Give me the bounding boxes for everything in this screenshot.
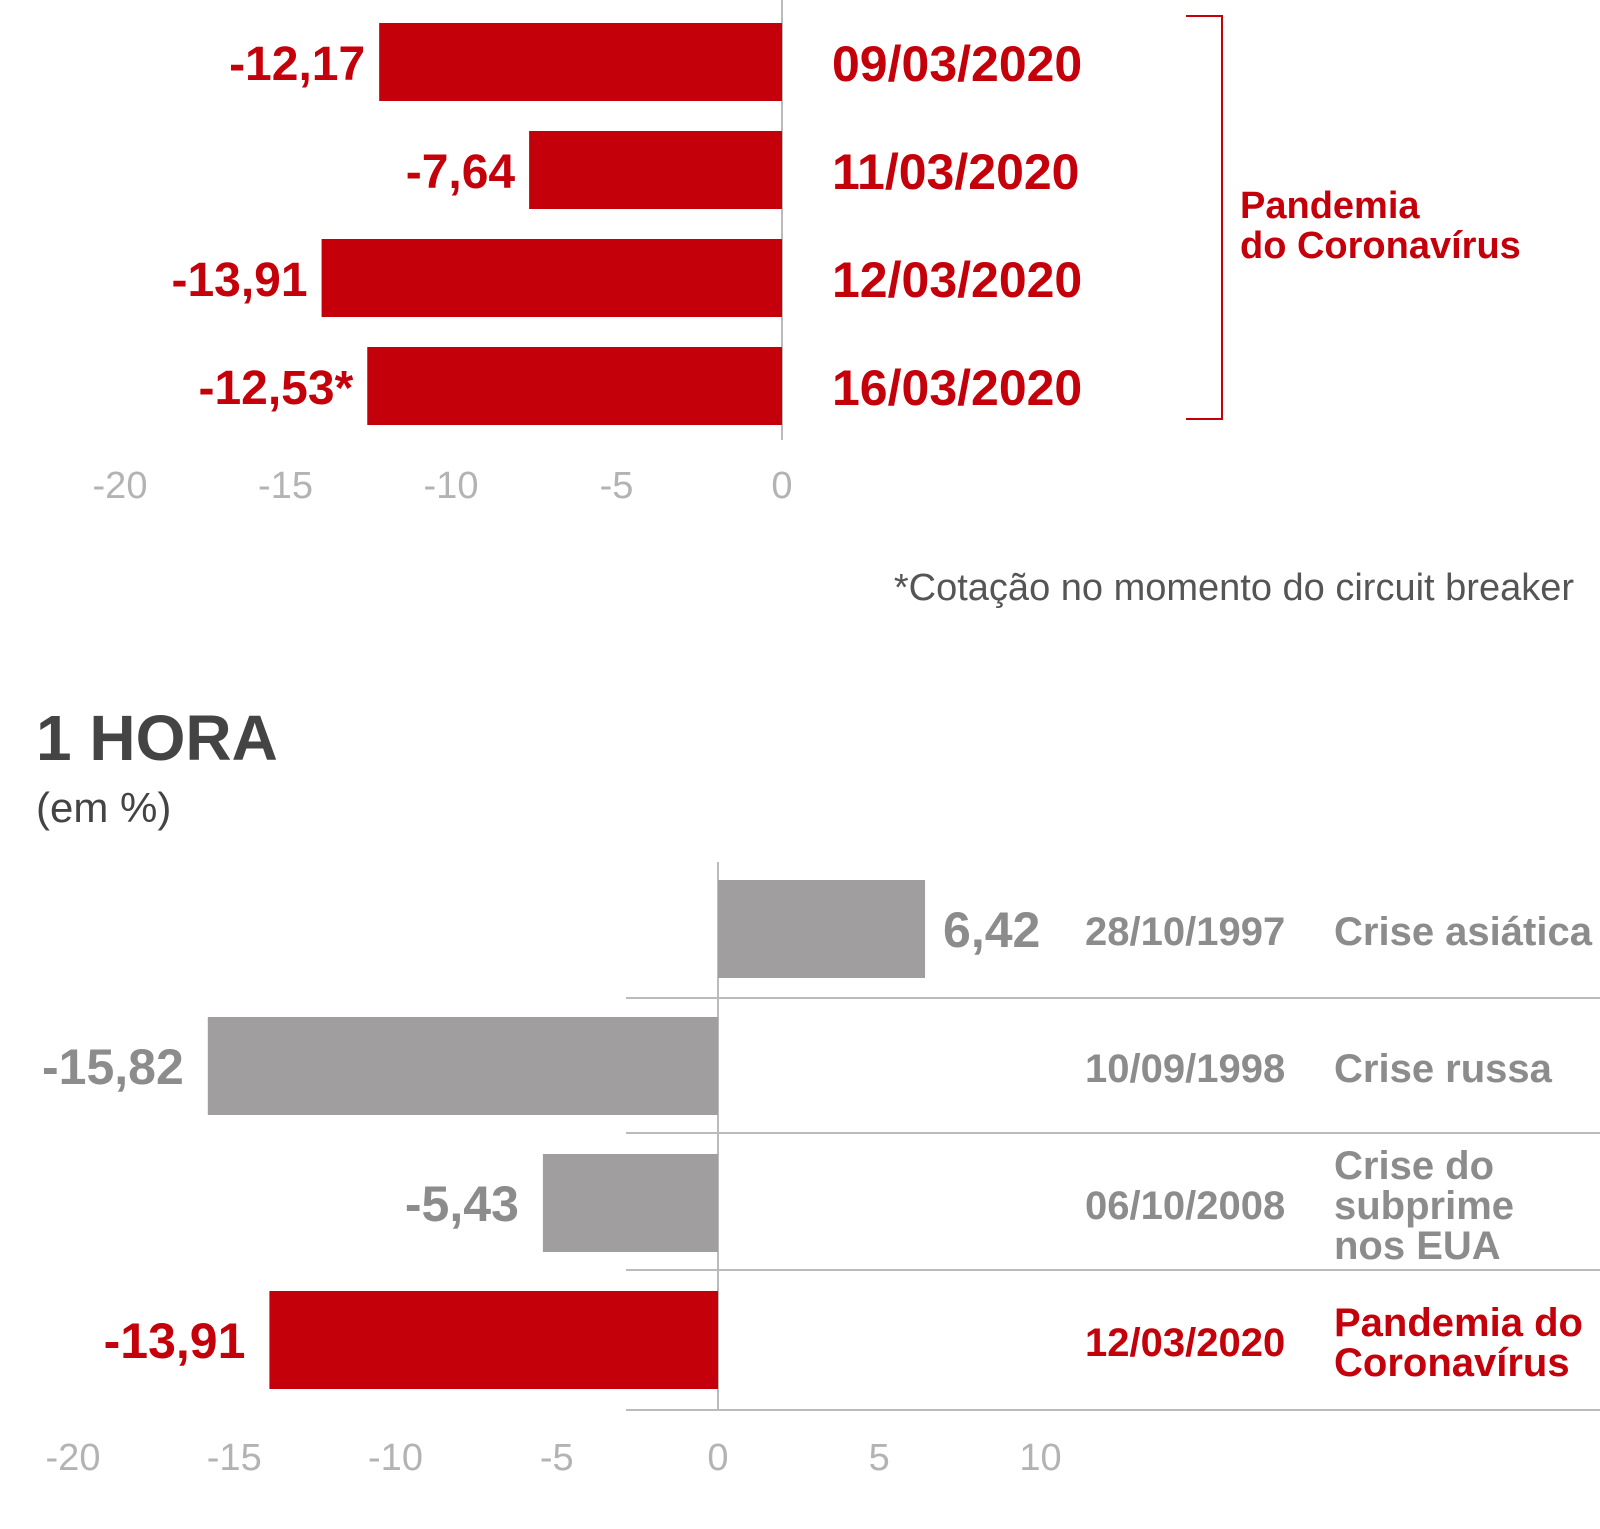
chart-1-bar	[367, 347, 782, 425]
chart-2-description-label: Crise asiática	[1334, 910, 1593, 954]
chart-2-subtitle: (em %)	[36, 784, 171, 831]
chart-2-description-label: Crise russa	[1334, 1047, 1553, 1091]
chart-1-category-label: 09/03/2020	[832, 36, 1082, 92]
chart-2-value-label: -15,82	[42, 1039, 184, 1095]
chart-2-description-label: nos EUA	[1334, 1224, 1501, 1268]
chart-2-tick-label: -5	[540, 1437, 574, 1479]
chart-2-value-label: 6,42	[943, 902, 1040, 958]
chart-1-bar	[529, 131, 782, 209]
chart-2-tick-label: -20	[46, 1437, 101, 1479]
chart-2-description-label: subprime	[1334, 1184, 1514, 1228]
chart-1-value-label: -13,91	[171, 254, 307, 307]
chart-1-value-label: -7,64	[406, 146, 516, 199]
chart-1-tick-label: -20	[93, 465, 148, 507]
chart-1-bar	[321, 239, 782, 317]
chart-2-tick-label: 10	[1019, 1437, 1061, 1479]
chart-1-group-label-line-1: Pandemia	[1240, 185, 1420, 227]
chart-1-group-label-line-2: do Coronavírus	[1240, 225, 1521, 267]
chart-1-group-bracket	[1186, 15, 1223, 420]
chart-1-tick-label: 0	[771, 465, 792, 507]
chart-2-title: 1 HORA	[36, 702, 278, 774]
chart-2-category-label: 28/10/1997	[1085, 910, 1285, 954]
chart-1: -12,17 -7,64 -13,91 -12,53* 09/03/2020 11/03…	[93, 0, 1574, 609]
chart-2-description-label: Coronavírus	[1334, 1341, 1570, 1385]
chart-2-description-label: Pandemia do	[1334, 1301, 1583, 1345]
chart-1-value-label: -12,17	[229, 38, 365, 91]
chart-2-description-label: Crise do	[1334, 1144, 1494, 1188]
chart-2-tick-label: 0	[707, 1437, 728, 1479]
chart-2-tick-label: 5	[869, 1437, 890, 1479]
chart-1-tick-label: -5	[600, 465, 634, 507]
chart-2: 1 HORA (em %) 6,42 -15,82 -5,43 -13,91 28/1…	[36, 702, 1600, 1479]
chart-1-value-label: -12,53*	[198, 362, 353, 415]
chart-1-category-label: 11/03/2020	[832, 144, 1080, 200]
chart-2-category-label: 10/09/1998	[1085, 1047, 1285, 1091]
chart-2-bar	[269, 1291, 718, 1389]
chart-1-tick-label: -10	[424, 465, 479, 507]
chart-2-category-label: 06/10/2008	[1085, 1184, 1285, 1228]
chart-1-category-label: 16/03/2020	[832, 360, 1082, 416]
chart-2-category-label: 12/03/2020	[1085, 1321, 1285, 1365]
chart-2-tick-label: -15	[207, 1437, 262, 1479]
chart-2-bar	[542, 1154, 718, 1252]
chart-1-bar	[379, 23, 782, 101]
chart-1-tick-label: -15	[258, 465, 313, 507]
chart-2-value-label: -5,43	[405, 1176, 519, 1232]
chart-2-bar	[207, 1017, 718, 1115]
chart-1-category-label: 12/03/2020	[832, 252, 1082, 308]
chart-2-tick-label: -10	[368, 1437, 423, 1479]
chart-1-footnote: *Cotação no momento do circuit breaker	[894, 567, 1574, 609]
chart-2-value-label: -13,91	[104, 1313, 246, 1369]
chart-2-bar	[718, 880, 926, 978]
